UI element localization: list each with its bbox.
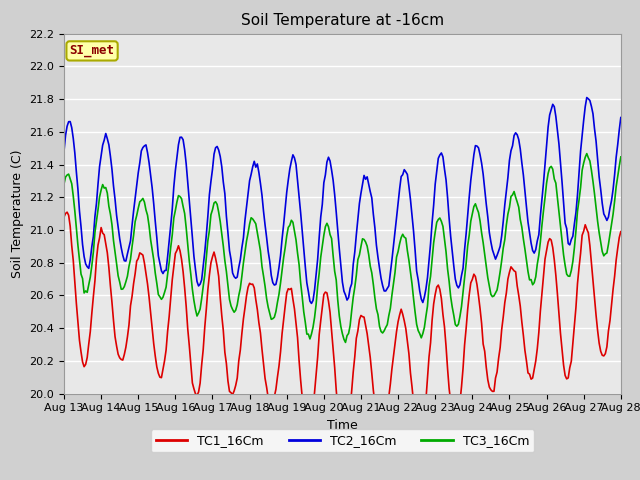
TC3_16Cm	[410, 296, 417, 301]
TC1_16Cm	[60, 214, 68, 220]
TC1_16Cm	[552, 272, 559, 278]
TC3_16Cm	[76, 257, 83, 263]
TC2_16Cm	[617, 115, 625, 120]
Line: TC1_16Cm: TC1_16Cm	[64, 212, 621, 445]
TC2_16Cm	[60, 148, 68, 154]
Y-axis label: Soil Temperature (C): Soil Temperature (C)	[11, 149, 24, 278]
TC1_16Cm	[399, 312, 406, 317]
X-axis label: Time: Time	[327, 419, 358, 432]
TC2_16Cm	[164, 253, 172, 259]
TC1_16Cm	[165, 313, 173, 319]
TC3_16Cm	[397, 235, 405, 240]
TC3_16Cm	[164, 271, 172, 277]
TC3_16Cm	[617, 154, 625, 160]
Text: SI_met: SI_met	[70, 44, 115, 58]
TC3_16Cm	[583, 151, 591, 156]
TC2_16Cm	[397, 174, 405, 180]
Line: TC2_16Cm: TC2_16Cm	[64, 97, 621, 303]
TC3_16Cm	[550, 176, 558, 182]
TC2_16Cm	[379, 283, 387, 288]
TC3_16Cm	[342, 339, 349, 345]
TC2_16Cm	[583, 95, 591, 100]
TC2_16Cm	[550, 104, 558, 109]
TC1_16Cm	[63, 209, 71, 215]
TC2_16Cm	[410, 228, 417, 234]
TC3_16Cm	[379, 330, 387, 336]
Legend: TC1_16Cm, TC2_16Cm, TC3_16Cm: TC1_16Cm, TC2_16Cm, TC3_16Cm	[151, 429, 534, 452]
TC1_16Cm	[412, 413, 419, 419]
TC1_16Cm	[617, 229, 625, 235]
TC1_16Cm	[77, 349, 85, 355]
TC1_16Cm	[340, 442, 348, 448]
Line: TC3_16Cm: TC3_16Cm	[64, 154, 621, 342]
TC1_16Cm	[380, 425, 388, 431]
Title: Soil Temperature at -16cm: Soil Temperature at -16cm	[241, 13, 444, 28]
TC2_16Cm	[76, 208, 83, 214]
TC2_16Cm	[308, 300, 316, 306]
TC3_16Cm	[60, 181, 68, 187]
